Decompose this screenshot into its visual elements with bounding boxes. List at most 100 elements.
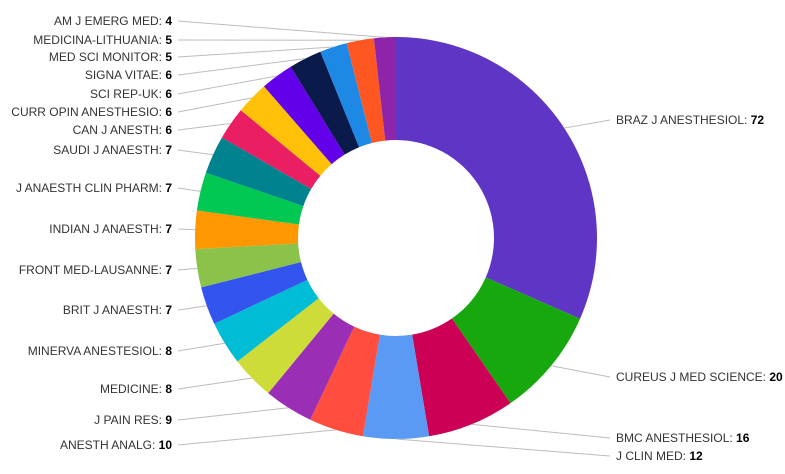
slices-group [195,37,597,440]
slice-label-value: 10 [159,438,173,452]
slice-label-name: BRAZ J ANESTHESIOL: [616,113,751,127]
slice-label-value: 8 [165,344,172,358]
slice-label-curr-opin-anesthesio: CURR OPIN ANESTHESIO: 6 [11,105,172,119]
slice-label-can-j-anesth: CAN J ANESTH: 6 [73,123,173,137]
slice-label-name: BMC ANESTHESIOL: [616,431,736,445]
slice-label-cureus-j-med-science: CUREUS J MED SCIENCE: 20 [616,370,783,384]
slice-label-name: BRIT J ANAESTH: [63,303,165,317]
slice-label-value: 16 [736,431,750,445]
leader-line-j-clin-med [395,438,611,457]
slice-label-indian-j-anaesth: INDIAN J ANAESTH: 7 [49,222,172,236]
slice-label-name: AM J EMERG MED: [54,14,165,28]
slice-label-j-pain-res: J PAIN RES: 9 [94,413,172,427]
slice-cureus-j-med-science[interactable] [451,277,581,404]
slice-label-name: MINERVA ANESTESIOL: [28,344,166,358]
slice-label-bmc-anesthesiol: BMC ANESTHESIOL: 16 [616,431,750,445]
slice-label-name: MEDICINA-LITHUANIA: [33,33,165,47]
slice-bmc-anesthesiol[interactable] [412,318,511,437]
slice-label-name: INDIAN J ANAESTH: [49,222,165,236]
slice-label-value: 12 [689,449,703,463]
slice-label-braz-j-anesthesiol: BRAZ J ANESTHESIOL: 72 [616,113,764,127]
slice-signa-vitae[interactable] [290,51,360,155]
leader-line-brit-j-anaesth [177,305,207,311]
slice-med-sci-monitor[interactable] [320,43,372,148]
slice-label-medicine: MEDICINE: 8 [100,382,172,396]
leader-line-medicine [177,377,252,390]
slice-label-name: CURR OPIN ANESTHESIO: [11,105,165,119]
slice-j-pain-res[interactable] [268,313,355,420]
leader-line-anesth-analg [177,429,337,446]
leader-line-minerva-anestesiol [177,342,225,352]
slice-label-sci-rep-uk: SCI REP-UK: 6 [90,87,172,101]
leader-line-am-j-emerg-med [177,20,385,38]
slice-label-name: SCI REP-UK: [90,87,165,101]
slice-label-value: 6 [165,87,172,101]
slice-label-name: SIGNA VITAE: [85,68,165,82]
slice-labels-group: BRAZ J ANESTHESIOL: 72 CUREUS J MED SCIEN… [11,14,783,463]
slice-label-name: J PAIN RES: [94,413,165,427]
slice-label-value: 7 [165,303,172,317]
slice-braz-j-anesthesiol[interactable] [396,37,597,319]
slice-label-anesth-analg: ANESTH ANALG: 10 [60,438,172,452]
slice-label-minerva-anestesiol: MINERVA ANESTESIOL: 8 [28,344,173,358]
leader-line-can-j-anesth [177,122,231,131]
slice-label-name: J CLIN MED: [616,449,689,463]
slice-medicina-lithuania[interactable] [346,38,386,143]
slice-label-value: 20 [769,370,783,384]
slice-sci-rep-uk[interactable] [263,66,345,165]
slice-label-value: 5 [165,50,172,64]
slice-saudi-j-anaesth[interactable] [205,137,312,207]
leader-line-curr-opin-anesthesio [177,97,253,113]
slice-label-value: 6 [165,68,172,82]
slice-medicine[interactable] [237,298,334,394]
slice-label-name: J ANAESTH CLIN PHARM: [16,181,165,195]
leader-line-med-sci-monitor [177,46,334,58]
slice-label-front-med-lausanne: FRONT MED-LAUSANNE: 7 [19,263,172,277]
slice-label-name: MEDICINE: [100,382,165,396]
slice-label-name: SAUDI J ANAESTH: [53,143,165,157]
slice-can-j-anesth[interactable] [221,110,321,189]
slice-label-value: 4 [165,14,172,28]
slice-label-value: 8 [165,382,172,396]
leader-lines-group [177,20,611,457]
slice-label-saudi-j-anaesth: SAUDI J ANAESTH: 7 [53,143,172,157]
slice-label-medicina-lithuania: MEDICINA-LITHUANIA: 5 [33,33,172,47]
slice-minerva-anestesiol[interactable] [214,279,319,362]
slice-am-j-emerg-med[interactable] [373,37,396,141]
slice-label-value: 9 [165,413,172,427]
leader-line-sci-rep-uk [177,75,278,95]
leader-line-j-pain-res [177,407,289,421]
slice-label-signa-vitae: SIGNA VITAE: 6 [85,68,172,82]
slice-anesth-analg[interactable] [310,326,380,437]
leader-line-front-med-lausanne [177,267,198,271]
leader-line-bmc-anesthesiol [471,423,611,439]
slice-j-anaesth-clin-pharm[interactable] [196,172,304,225]
slice-j-clin-med[interactable] [362,334,430,440]
slice-brit-j-anaesth[interactable] [201,262,308,324]
slice-label-name: MED SCI MONITOR: [49,50,165,64]
leader-line-indian-j-anaesth [177,228,196,231]
slice-label-j-clin-med: J CLIN MED: 12 [616,449,703,463]
slice-label-value: 7 [165,222,172,236]
slice-label-name: CAN J ANESTH: [73,123,166,137]
slice-label-med-sci-monitor: MED SCI MONITOR: 5 [49,50,172,64]
slice-label-value: 6 [165,123,172,137]
slice-label-value: 7 [165,263,172,277]
slice-label-name: FRONT MED-LAUSANNE: [19,263,165,277]
slice-label-brit-j-anaesth: BRIT J ANAESTH: 7 [63,303,172,317]
slice-label-value: 6 [165,105,172,119]
slice-label-value: 72 [751,113,765,127]
leader-line-signa-vitae [177,58,306,76]
slice-label-value: 7 [165,181,172,195]
slice-label-name: ANESTH ANALG: [60,438,159,452]
slice-curr-opin-anesthesio[interactable] [240,86,332,176]
leader-line-cureus-j-med-science [551,365,611,378]
slice-label-value: 7 [165,143,172,157]
slice-front-med-lausanne[interactable] [195,243,301,288]
slice-label-j-anaesth-clin-pharm: J ANAESTH CLIN PHARM: 7 [16,181,172,195]
leader-line-saudi-j-anaesth [177,149,214,156]
slice-indian-j-anaesth[interactable] [195,210,299,250]
slice-label-name: CUREUS J MED SCIENCE: [616,370,769,384]
